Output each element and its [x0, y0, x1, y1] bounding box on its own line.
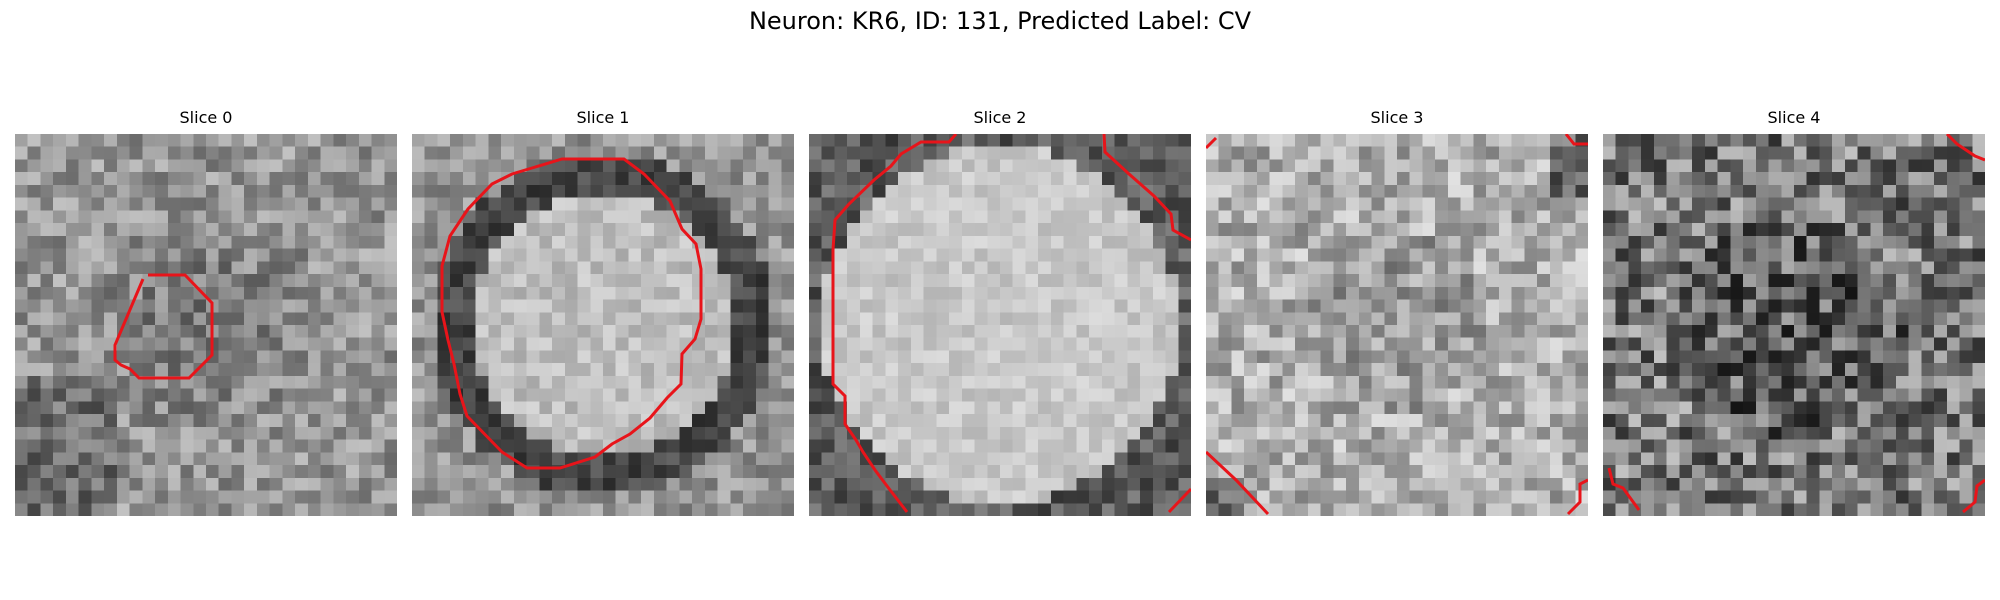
slice-panel-3: Slice 3	[1206, 108, 1588, 516]
slice-pixels	[15, 134, 397, 516]
roi-contour	[113, 273, 214, 380]
slice-panel-2: Slice 2	[809, 108, 1191, 516]
slice-pixels	[1603, 134, 1985, 516]
roi-contour	[440, 157, 703, 470]
figure-title: Neuron: KR6, ID: 131, Predicted Label: C…	[748, 7, 1252, 35]
slice-title: Slice 2	[973, 108, 1027, 127]
roi-contour	[1206, 134, 1588, 516]
slice-panel-1: Slice 1	[412, 108, 794, 516]
slice-panel-4: Slice 4	[1603, 108, 1985, 516]
slice-title: Slice 4	[1767, 108, 1821, 127]
roi-contour	[831, 134, 1191, 514]
slice-image	[1206, 134, 1588, 516]
slice-title: Slice 0	[179, 108, 233, 127]
slice-image	[412, 134, 794, 516]
slice-title: Slice 1	[576, 108, 630, 127]
slice-image	[15, 134, 397, 516]
roi-contour	[1607, 134, 1985, 514]
slice-pixels	[1206, 134, 1588, 516]
slice-pixels	[809, 134, 1191, 516]
slice-image	[809, 134, 1191, 516]
slice-title: Slice 3	[1370, 108, 1424, 127]
slice-panel-0: Slice 0	[15, 108, 397, 516]
slice-image	[1603, 134, 1985, 516]
